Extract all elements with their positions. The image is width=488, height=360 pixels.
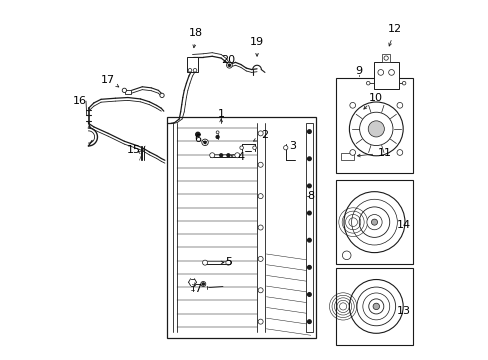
Circle shape (356, 287, 395, 326)
Text: 10: 10 (367, 93, 382, 103)
Bar (335, 180, 412, 264)
Circle shape (342, 251, 350, 260)
Circle shape (371, 219, 377, 225)
Circle shape (396, 103, 402, 108)
Bar (335, 78, 412, 173)
Circle shape (258, 131, 263, 136)
Circle shape (307, 266, 310, 269)
Circle shape (359, 112, 392, 145)
Text: 11: 11 (377, 148, 390, 158)
Text: 6: 6 (194, 134, 201, 144)
Circle shape (258, 319, 263, 324)
Text: 19: 19 (249, 37, 264, 47)
Circle shape (307, 238, 310, 242)
Bar (335, 268, 412, 345)
Circle shape (366, 215, 381, 230)
Circle shape (367, 121, 384, 137)
Circle shape (225, 260, 230, 265)
Circle shape (351, 199, 397, 245)
Circle shape (307, 293, 310, 296)
Text: 1: 1 (217, 109, 224, 119)
Circle shape (307, 157, 310, 161)
Circle shape (193, 68, 196, 72)
Circle shape (366, 81, 369, 85)
Text: 18: 18 (189, 28, 203, 38)
Circle shape (202, 139, 208, 145)
Circle shape (216, 135, 219, 138)
Circle shape (252, 146, 256, 149)
Circle shape (402, 81, 405, 85)
Text: 2: 2 (260, 130, 267, 140)
Circle shape (160, 93, 164, 98)
Bar (373, 62, 398, 89)
Text: 20: 20 (221, 55, 235, 65)
Bar (167, 117, 316, 338)
Text: 17: 17 (101, 75, 115, 85)
Circle shape (188, 68, 191, 72)
Bar (337, 107, 410, 150)
Circle shape (349, 102, 403, 156)
Circle shape (349, 279, 403, 333)
Bar (305, 123, 312, 332)
Circle shape (377, 69, 383, 75)
Circle shape (383, 56, 387, 60)
Circle shape (258, 162, 263, 167)
Bar (341, 153, 353, 160)
Circle shape (283, 145, 287, 150)
Text: 8: 8 (306, 191, 314, 201)
Circle shape (258, 256, 263, 261)
Circle shape (307, 130, 310, 134)
Text: 7: 7 (194, 284, 201, 294)
Text: 16: 16 (72, 96, 86, 106)
Circle shape (209, 153, 214, 158)
Circle shape (226, 154, 229, 157)
Circle shape (362, 293, 389, 320)
Circle shape (307, 184, 310, 188)
Text: 14: 14 (396, 220, 410, 230)
Circle shape (349, 103, 355, 108)
Text: 15: 15 (126, 144, 140, 154)
Text: 9: 9 (355, 66, 362, 76)
Circle shape (195, 132, 200, 136)
Bar (187, 57, 197, 72)
Circle shape (258, 194, 263, 199)
Text: 4: 4 (237, 152, 244, 162)
Circle shape (239, 146, 243, 149)
Circle shape (368, 299, 383, 314)
Circle shape (203, 141, 206, 143)
Circle shape (122, 88, 126, 93)
Circle shape (258, 225, 263, 230)
Circle shape (396, 150, 402, 156)
Circle shape (258, 288, 263, 293)
Text: 13: 13 (396, 306, 410, 316)
Circle shape (201, 282, 205, 287)
Circle shape (216, 131, 219, 134)
Circle shape (226, 62, 232, 68)
Bar (125, 90, 131, 94)
Circle shape (307, 211, 310, 215)
Circle shape (228, 64, 230, 66)
Text: 3: 3 (289, 141, 296, 151)
Circle shape (234, 153, 239, 158)
Circle shape (372, 303, 379, 310)
Circle shape (219, 154, 222, 157)
Text: 12: 12 (387, 24, 401, 35)
Circle shape (349, 150, 355, 156)
Bar (381, 54, 389, 62)
Circle shape (344, 192, 404, 253)
Circle shape (359, 207, 389, 237)
Circle shape (202, 260, 207, 265)
Circle shape (307, 320, 310, 323)
Circle shape (388, 69, 394, 75)
Circle shape (202, 283, 204, 285)
Text: 5: 5 (224, 257, 231, 267)
